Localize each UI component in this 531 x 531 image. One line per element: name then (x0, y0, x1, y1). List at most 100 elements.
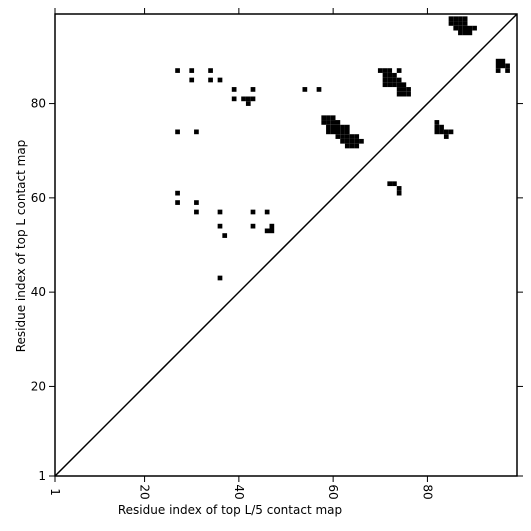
contact-cell (326, 120, 331, 125)
contact-cell (434, 129, 440, 135)
contact-cell (458, 16, 463, 22)
contact-cell (344, 134, 350, 139)
contact-cell (250, 209, 256, 215)
contact-cell (495, 63, 501, 69)
contact-cell (382, 68, 388, 73)
contact-cell (264, 228, 270, 234)
contact-cell (500, 63, 506, 69)
contact-cell (453, 21, 459, 26)
contact-cell (175, 129, 180, 135)
x-tick-label: 20 (138, 484, 152, 499)
contact-cells (175, 16, 510, 281)
contact-cell (396, 82, 402, 88)
contact-cell (396, 91, 402, 97)
contact-cell (387, 68, 393, 73)
x-tick-label: 60 (326, 484, 340, 499)
contact-cell (462, 25, 468, 31)
contact-cell (396, 186, 402, 191)
contact-cell (401, 91, 407, 97)
contact-cell (505, 68, 510, 73)
contact-cell (396, 190, 402, 196)
y-tick-label: 80 (31, 97, 46, 111)
contact-cell (175, 68, 180, 73)
contact-cell (208, 77, 213, 83)
contact-cell (340, 138, 345, 144)
contact-cell (217, 275, 223, 281)
contact-cell (208, 68, 213, 73)
contact-cell (354, 138, 360, 144)
contact-cell (392, 82, 397, 88)
contact-cell (406, 91, 411, 97)
contact-cell (392, 77, 397, 83)
contact-cell (245, 101, 251, 106)
contact-cell (467, 30, 473, 36)
x-tick-label: 1 (48, 488, 62, 496)
contact-cell (269, 223, 275, 229)
contact-cell (495, 58, 501, 64)
contact-cell (231, 96, 237, 102)
contact-cell (349, 138, 355, 144)
contact-cell (335, 120, 341, 125)
contact-cell (387, 82, 393, 88)
contact-cell (392, 72, 397, 78)
contact-cell (406, 87, 411, 92)
contact-cell (217, 209, 223, 215)
contact-cell (326, 124, 331, 130)
contact-cell (175, 190, 180, 196)
x-tick-label: 40 (232, 484, 246, 499)
y-axis-label: Residue index of top L contact map (14, 140, 28, 353)
contact-cell (194, 209, 199, 215)
contact-cell (330, 124, 336, 130)
y-tick-label: 20 (31, 379, 46, 393)
contact-cell (495, 68, 501, 73)
contact-cell (340, 129, 345, 135)
contact-cell (458, 30, 463, 36)
contact-cell (340, 124, 345, 130)
contact-cell (330, 115, 336, 121)
contact-cell (387, 72, 393, 78)
x-axis-label: Residue index of top L/5 contact map (118, 503, 342, 517)
contact-cell (250, 87, 256, 92)
contact-cell (458, 21, 463, 26)
contact-cell (335, 134, 341, 139)
contact-cell (189, 68, 195, 73)
contact-cell (330, 129, 336, 135)
y-tick-label: 60 (31, 191, 46, 205)
y-tick-label: 1 (38, 469, 46, 483)
contact-cell (245, 96, 251, 102)
contact-cell (217, 77, 223, 83)
contact-cell (321, 115, 327, 121)
contact-cell (387, 181, 393, 187)
contact-cell (250, 96, 256, 102)
contact-cell (340, 134, 345, 139)
contact-cell (354, 143, 360, 149)
contact-cell (505, 63, 510, 69)
contact-cell (335, 124, 341, 130)
contact-cell (231, 87, 237, 92)
contact-cell (194, 129, 199, 135)
x-tick-label: 80 (420, 484, 434, 499)
contact-cell (326, 129, 331, 135)
contact-cell (189, 77, 195, 83)
contact-cell (443, 134, 449, 139)
contact-cell (344, 138, 350, 144)
contact-cell (439, 129, 444, 135)
contact-cell (354, 134, 360, 139)
contact-cell (377, 68, 383, 73)
contact-cell (302, 87, 308, 92)
contact-cell (453, 25, 459, 31)
contact-cell (453, 16, 459, 22)
contact-cell (382, 72, 388, 78)
y-tick-label: 40 (31, 285, 46, 299)
contact-cell (472, 25, 477, 31)
contact-cell (269, 228, 275, 234)
contact-cell (434, 124, 440, 130)
contact-cell (382, 77, 388, 83)
plot-frame (54, 13, 518, 477)
contact-cell (316, 87, 322, 92)
contact-cell (241, 96, 246, 102)
contact-cell (462, 21, 468, 26)
contact-cell (326, 115, 331, 121)
contact-cell (443, 129, 449, 135)
